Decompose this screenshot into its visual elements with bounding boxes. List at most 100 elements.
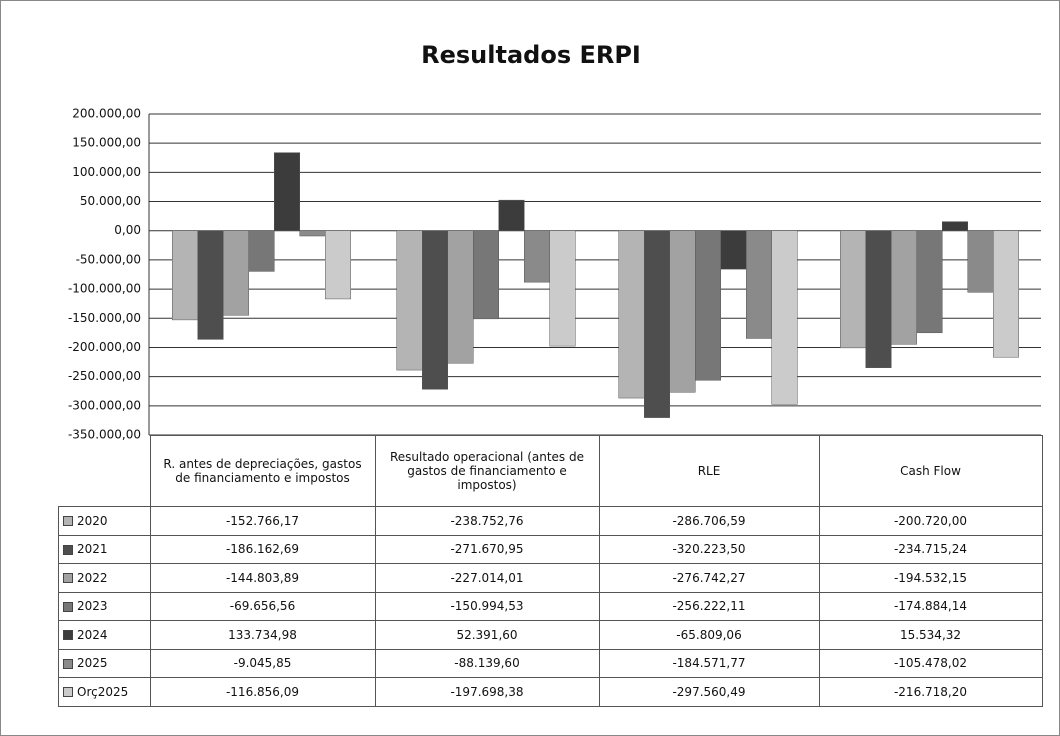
legend-label: 2025: [77, 656, 108, 671]
bar: [248, 230, 275, 272]
data-label: -276.742,27: [598, 563, 820, 593]
data-label: -152.766,17: [149, 506, 376, 536]
y-tick-label: -250.000,00: [68, 369, 141, 383]
data-row: Orç2025 -116.856,09 -197.698,38 -297.560,49…: [58, 677, 1043, 707]
legend-label: 2020: [77, 513, 108, 528]
legend-entry: 2023: [58, 591, 151, 621]
y-tick-label: -50.000,00: [76, 252, 141, 266]
legend-swatch: [63, 516, 73, 527]
data-row: 2024 133.734,98 52.391,60 -65.809,06 15.534,…: [58, 620, 1043, 650]
y-tick-label: -300.000,00: [68, 398, 141, 412]
bar: [746, 230, 772, 339]
header-row: R. antes de depreciações, gastos de fina…: [58, 435, 1043, 507]
bar: [840, 230, 866, 349]
data-label: -69.656,56: [149, 591, 376, 621]
data-table: R. antes de depreciações, gastos de fina…: [58, 435, 1043, 707]
bar: [644, 230, 670, 418]
data-label: -88.139,60: [374, 648, 600, 678]
data-label: -184.571,77: [598, 648, 820, 678]
x-tick-label: Resultado operacional (antes de gastos d…: [374, 435, 600, 507]
bar: [993, 230, 1019, 358]
bar: [669, 230, 696, 393]
legend-swatch: [63, 601, 73, 612]
data-label: -197.698,38: [374, 677, 600, 707]
legend-entry: 2020: [58, 506, 151, 536]
bar: [274, 152, 300, 231]
bar: [720, 230, 747, 270]
data-label: -286.706,59: [598, 506, 820, 536]
y-tick-label: -200.000,00: [68, 340, 141, 354]
bar: [447, 230, 474, 364]
bar: [942, 221, 968, 231]
y-tick-label: 50.000,00: [80, 194, 141, 208]
data-label: 52.391,60: [374, 620, 600, 650]
x-tick-label: R. antes de depreciações, gastos de fina…: [149, 435, 376, 507]
data-label: -227.014,01: [374, 563, 600, 593]
legend-swatch: [63, 630, 73, 641]
data-row: 2022 -144.803,89 -227.014,01 -276.742,27 -19…: [58, 563, 1043, 593]
bar: [695, 230, 721, 381]
data-label: -320.223,50: [598, 534, 820, 564]
bar: [771, 230, 798, 405]
data-label: -200.720,00: [818, 506, 1043, 536]
bar: [422, 230, 448, 390]
bar: [549, 230, 576, 347]
data-label: -144.803,89: [149, 563, 376, 593]
data-row: 2021 -186.162,69 -271.670,95 -320.223,50 -23…: [58, 534, 1043, 564]
bar: [325, 230, 351, 300]
legend-entry: 2022: [58, 563, 151, 593]
legend-label: 2024: [77, 627, 108, 642]
y-tick-label: 200.000,00: [72, 107, 141, 121]
x-tick-label: RLE: [598, 435, 820, 507]
data-label: -271.670,95: [374, 534, 600, 564]
legend-label: 2023: [77, 599, 108, 614]
data-label: -174.884,14: [818, 591, 1043, 621]
data-label: -65.809,06: [598, 620, 820, 650]
blank-cell: [58, 435, 151, 507]
data-label: -150.994,53: [374, 591, 600, 621]
y-tick-label: -150.000,00: [68, 311, 141, 325]
data-label: -9.045,85: [149, 648, 376, 678]
y-tick-label: 100.000,00: [72, 165, 141, 179]
data-row: 2023 -69.656,56 -150.994,53 -256.222,11 -174…: [58, 591, 1043, 621]
data-label: -234.715,24: [818, 534, 1043, 564]
legend-label: Orç2025: [77, 684, 129, 699]
bar: [916, 230, 943, 334]
legend-swatch: [63, 573, 73, 584]
bar: [498, 199, 525, 231]
data-label: -105.478,02: [818, 648, 1043, 678]
legend-entry: Orç2025: [58, 677, 151, 707]
y-tick-label: -100.000,00: [68, 282, 141, 296]
bar: [524, 230, 550, 283]
bar: [865, 230, 892, 368]
data-label: -116.856,09: [149, 677, 376, 707]
data-label: -238.752,76: [374, 506, 600, 536]
bar: [223, 230, 249, 316]
legend-label: 2022: [77, 570, 108, 585]
data-row: 2020 -152.766,17 -238.752,76 -286.706,59 -20…: [58, 506, 1043, 536]
y-tick-label: 150.000,00: [72, 136, 141, 150]
bar: [197, 230, 224, 340]
data-label: -216.718,20: [818, 677, 1043, 707]
data-label: -186.162,69: [149, 534, 376, 564]
legend-label: 2021: [77, 542, 108, 557]
bar: [299, 230, 326, 237]
data-label: -194.532,15: [818, 563, 1043, 593]
data-label: 133.734,98: [149, 620, 376, 650]
y-tick-label: 0,00: [114, 223, 141, 237]
bar: [396, 230, 423, 371]
bar: [891, 230, 917, 345]
x-tick-label: Cash Flow: [818, 435, 1043, 507]
bar: [618, 230, 645, 399]
bar: [172, 230, 198, 321]
data-label: -297.560,49: [598, 677, 820, 707]
legend-entry: 2021: [58, 534, 151, 564]
bar: [967, 230, 994, 293]
chart-title: Resultados ERPI: [421, 41, 641, 69]
bar: [473, 230, 499, 320]
legend-swatch: [63, 544, 73, 555]
legend-entry: 2025: [58, 648, 151, 678]
data-label: 15.534,32: [818, 620, 1043, 650]
